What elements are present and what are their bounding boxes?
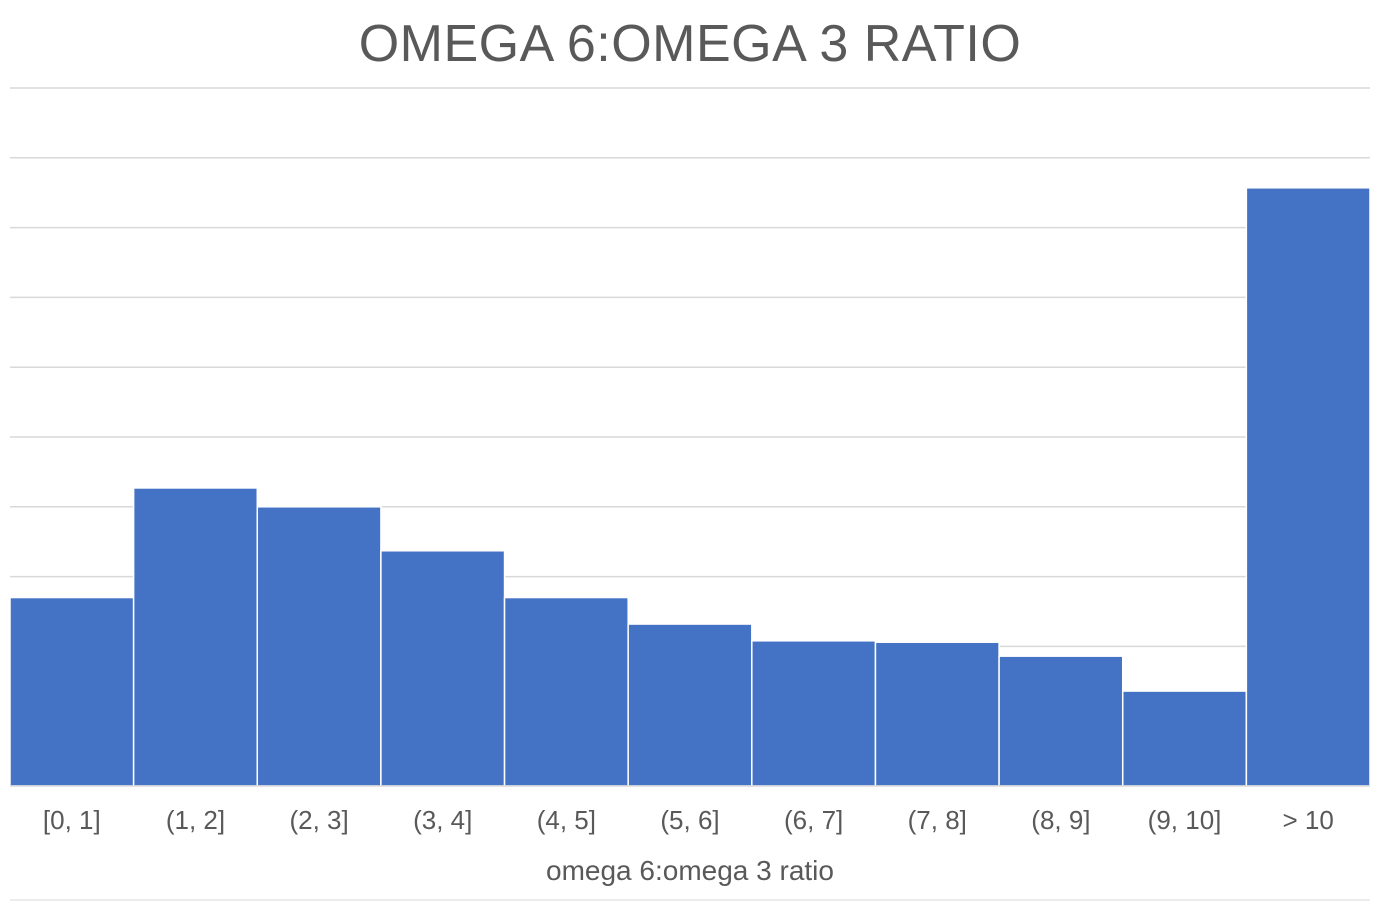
bar (9, 596, 135, 787)
x-axis-title: omega 6:omega 3 ratio (546, 855, 834, 886)
x-tick-label: (2, 3] (289, 805, 348, 835)
x-tick-label: (9, 10] (1148, 805, 1222, 835)
bar (1121, 690, 1248, 787)
x-tick-label: > 10 (1283, 805, 1334, 835)
bar (1245, 187, 1371, 787)
x-tick-label: (5, 6] (660, 805, 719, 835)
bar (132, 487, 259, 787)
x-tick-label: (8, 9] (1031, 805, 1090, 835)
bars (9, 187, 1371, 787)
bar (751, 640, 877, 787)
bar (627, 623, 753, 787)
x-tick-label: (4, 5] (537, 805, 596, 835)
x-tick-label: (3, 4] (413, 805, 472, 835)
chart-title: OMEGA 6:OMEGA 3 RATIO (358, 15, 1022, 73)
bar (380, 550, 506, 787)
bar (503, 596, 629, 787)
bar (256, 506, 382, 787)
x-tick-label: [0, 1] (43, 805, 101, 835)
bar (874, 641, 1000, 787)
bar (998, 655, 1124, 787)
x-tick-label: (7, 8] (908, 805, 967, 835)
x-tick-labels: [0, 1] (1, 2] (2, 3] (3, 4] (4, 5] (5, 6] (6, … (43, 805, 1334, 835)
x-tick-label: (1, 2] (166, 805, 225, 835)
x-tick-label: (6, 7] (784, 805, 843, 835)
